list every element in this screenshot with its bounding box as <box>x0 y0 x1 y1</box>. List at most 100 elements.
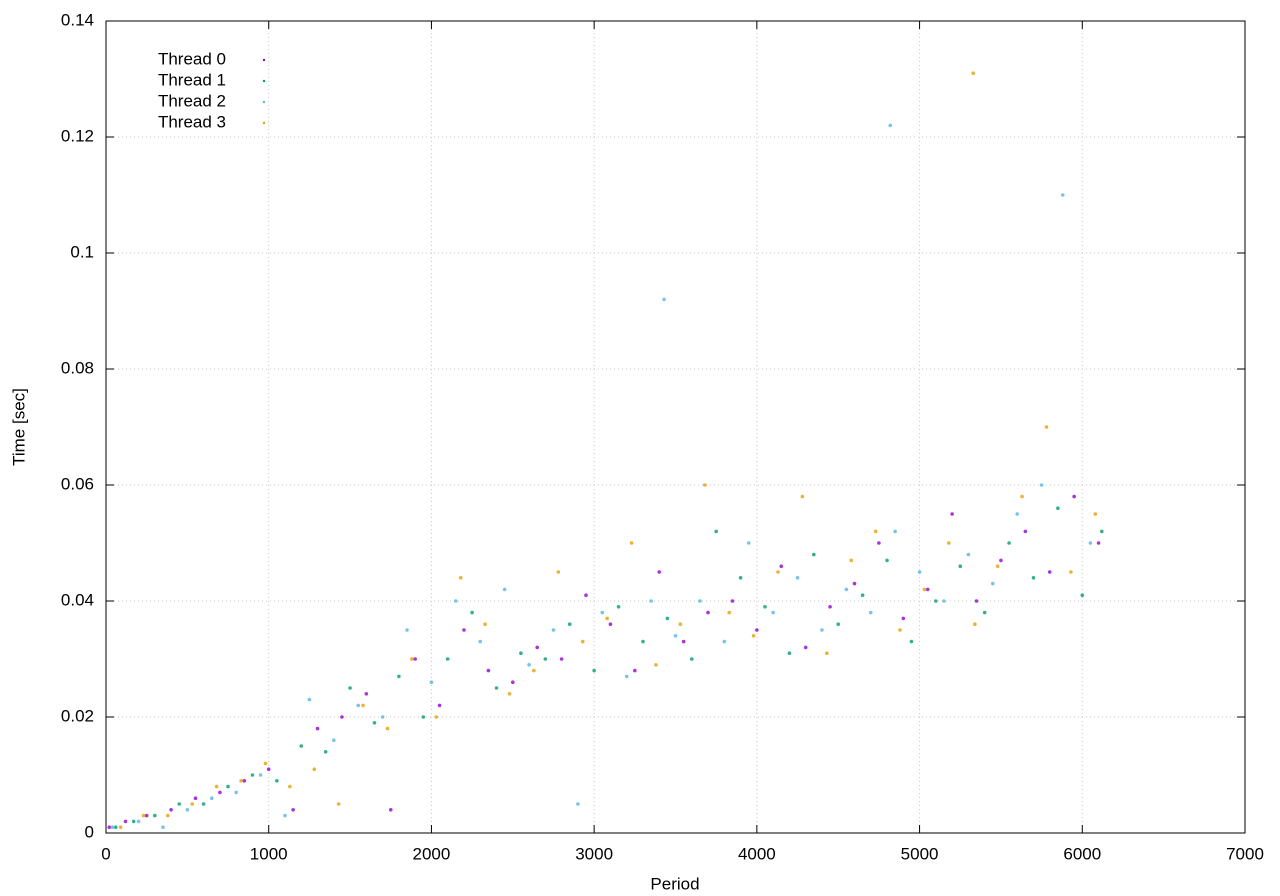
point <box>966 552 971 557</box>
point <box>893 529 897 534</box>
point <box>763 605 767 609</box>
point <box>738 576 743 580</box>
point <box>177 802 182 806</box>
point <box>995 564 1000 568</box>
point <box>315 726 320 731</box>
point <box>947 541 951 545</box>
point <box>567 622 572 626</box>
point <box>323 750 328 754</box>
point <box>445 657 450 661</box>
legend-label: Thread 2 <box>158 91 226 110</box>
point <box>185 808 190 812</box>
x-tick-label: 3000 <box>575 844 613 863</box>
point <box>502 587 507 592</box>
point <box>836 622 841 626</box>
point <box>110 825 115 829</box>
point <box>535 645 539 650</box>
y-tick-label: 0.06 <box>61 474 94 493</box>
point <box>755 628 759 632</box>
point <box>973 622 977 626</box>
point <box>722 639 727 644</box>
legend-marker <box>262 79 266 83</box>
point <box>226 784 230 789</box>
point <box>1023 529 1028 534</box>
x-tick-label: 1000 <box>250 844 288 863</box>
point <box>828 605 832 609</box>
point <box>942 599 946 603</box>
x-tick-label: 4000 <box>738 844 776 863</box>
point <box>113 825 118 829</box>
point <box>434 715 439 719</box>
point <box>1100 529 1104 534</box>
point <box>299 744 304 748</box>
point <box>437 703 442 708</box>
point <box>641 639 645 644</box>
point <box>507 692 512 696</box>
point <box>1047 570 1052 574</box>
point <box>580 639 585 644</box>
point <box>288 784 292 789</box>
point <box>209 796 214 800</box>
point <box>458 576 463 580</box>
point <box>234 790 238 795</box>
point <box>118 825 123 829</box>
point <box>107 825 112 829</box>
point <box>312 767 317 771</box>
legend-marker <box>262 121 266 125</box>
x-tick-label: 6000 <box>1063 844 1101 863</box>
point <box>1060 193 1065 197</box>
point <box>1080 593 1085 597</box>
point <box>153 813 157 818</box>
point <box>616 605 621 609</box>
point <box>999 558 1003 563</box>
point <box>649 599 653 603</box>
point <box>934 599 938 603</box>
point <box>131 819 136 824</box>
point <box>971 71 976 75</box>
point <box>665 616 670 621</box>
x-tick-label: 5000 <box>901 844 939 863</box>
point <box>592 668 596 673</box>
point <box>1088 541 1093 545</box>
x-tick-label: 7000 <box>1226 844 1264 863</box>
point <box>714 529 718 534</box>
point <box>852 581 857 586</box>
point <box>356 703 361 708</box>
y-tick-label: 0.04 <box>61 590 94 609</box>
point <box>388 808 393 812</box>
legend-label: Thread 0 <box>158 49 226 68</box>
legend-marker <box>262 100 266 104</box>
point <box>898 628 902 632</box>
x-axis-label: Period <box>650 874 699 893</box>
point <box>678 622 683 626</box>
point <box>795 576 800 580</box>
point <box>877 541 881 545</box>
point <box>958 564 963 568</box>
point <box>250 773 255 777</box>
point <box>584 593 588 597</box>
point <box>1007 541 1011 545</box>
point <box>266 767 271 771</box>
point <box>283 813 287 818</box>
point <box>510 680 515 684</box>
point <box>201 802 206 806</box>
point <box>483 622 487 626</box>
legend-label: Thread 3 <box>158 112 226 131</box>
point <box>454 599 458 603</box>
point <box>624 674 629 679</box>
x-tick-label: 0 <box>101 844 110 863</box>
point <box>494 686 499 690</box>
point <box>161 825 165 829</box>
y-tick-label: 0.12 <box>61 126 94 145</box>
point <box>332 738 336 742</box>
point <box>136 819 141 824</box>
point <box>429 680 434 684</box>
point <box>470 610 474 615</box>
point <box>885 558 889 563</box>
point <box>1044 425 1049 429</box>
point <box>364 692 369 696</box>
x-tick-label: 2000 <box>413 844 451 863</box>
point <box>397 674 401 679</box>
